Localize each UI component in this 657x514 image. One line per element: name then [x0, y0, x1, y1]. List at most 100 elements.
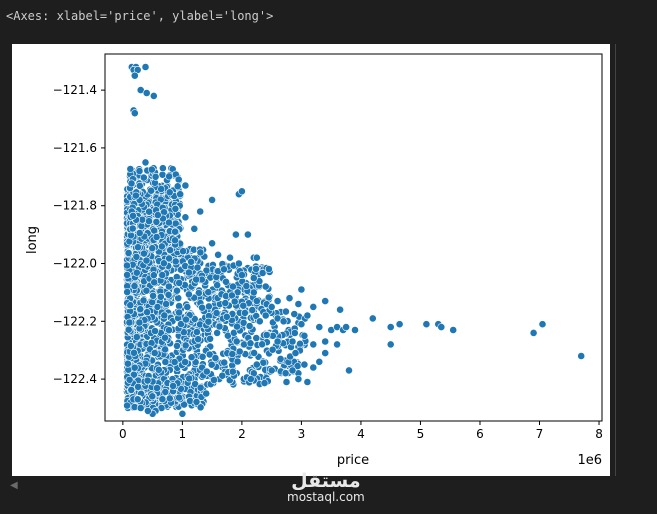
scatter-point [156, 292, 165, 301]
scatter-point [186, 396, 194, 405]
scatter-point [181, 358, 189, 366]
scatter-point [252, 253, 261, 262]
x-axis-label: price [337, 453, 369, 468]
scatter-point [342, 323, 350, 331]
scatter-point [282, 378, 291, 386]
scatter-point [173, 286, 181, 295]
scatter-point [233, 322, 241, 331]
scatter-point [139, 173, 148, 182]
scatter-point [192, 397, 201, 406]
scatter-point [220, 265, 228, 274]
scatter-point [154, 365, 163, 374]
scatter-point [164, 290, 173, 299]
scatter-point [123, 288, 132, 296]
scatter-point [165, 172, 173, 181]
scatter-point [303, 311, 312, 320]
scatter-point [221, 299, 230, 307]
scatter-point [175, 278, 184, 287]
x-tick-label: 8 [595, 427, 603, 441]
scatter-point [133, 395, 142, 404]
scatter-point [190, 224, 199, 233]
scatter-point [233, 357, 242, 366]
scatter-point [252, 360, 261, 369]
scatter-point [228, 350, 237, 358]
scatter-point [204, 288, 213, 297]
scatter-point [135, 167, 144, 175]
scatter-point [139, 296, 148, 305]
scatter-point [161, 358, 170, 366]
scatter-point [198, 352, 207, 361]
scatter-point [148, 392, 157, 401]
scatter-point [291, 349, 300, 357]
scatter-point [165, 254, 173, 263]
scatter-point [142, 256, 151, 265]
plot-frame [104, 53, 603, 422]
scatter-point [210, 376, 218, 384]
scatter-point [321, 297, 330, 305]
scatter-point [296, 339, 304, 348]
scatter-point [246, 339, 255, 348]
scatter-point [204, 317, 213, 326]
scatter-point [161, 333, 169, 342]
scatter-point [207, 360, 216, 369]
y-tick-label: −121.6 [53, 141, 97, 155]
scatter-point [123, 261, 131, 270]
y-tick-label: −121.4 [53, 83, 97, 97]
scatter-point [249, 288, 258, 297]
x-tick-label: 1 [179, 427, 187, 441]
scatter-point [165, 394, 174, 403]
x-tick-label: 0 [119, 427, 127, 441]
scatter-point [181, 341, 190, 350]
scatter-point [279, 317, 288, 326]
scatter-point [262, 331, 271, 339]
scatter-point [268, 345, 277, 354]
scatter-point [228, 367, 237, 376]
scatter-point [449, 326, 458, 334]
scatter-point [249, 274, 258, 282]
scatter-point [222, 312, 231, 321]
scatter-point [164, 282, 173, 291]
scatter-point [226, 253, 234, 262]
scatter-point [303, 378, 312, 386]
scatter-point [171, 257, 180, 266]
scatter-point [437, 323, 446, 331]
scatter-point [181, 181, 190, 190]
x-tick-label: 2 [238, 427, 246, 441]
scatter-point [125, 318, 134, 327]
scatter-point [267, 366, 276, 375]
scatter-point [264, 265, 273, 273]
scatter-point [130, 363, 139, 372]
scatter-point [297, 285, 306, 294]
scatter-point [239, 301, 248, 310]
scatter-point [128, 224, 137, 233]
scatter-point [125, 375, 134, 384]
scatter-point [159, 259, 168, 268]
scatter-point [345, 366, 353, 375]
scatter-point [182, 315, 190, 324]
watermark-logo: مستقل mostaql.com [287, 470, 365, 505]
y-tick-label: −122.2 [53, 314, 97, 328]
scroll-left-icon[interactable]: ◀ [10, 480, 18, 491]
scatter-point [220, 358, 229, 367]
scatter-points [123, 63, 586, 418]
x-tick-label: 7 [536, 427, 544, 441]
scatter-point [222, 277, 230, 286]
scatter-point [255, 317, 264, 326]
x-tick-label: 5 [417, 427, 425, 441]
y-tick-label: −121.8 [53, 199, 97, 213]
scatter-point [202, 266, 211, 275]
scatter-point [150, 278, 159, 287]
scatter-point [198, 303, 206, 312]
scatter-point [175, 393, 183, 402]
scatter-point [176, 190, 185, 199]
scatter-point [212, 309, 221, 317]
scatter-point [165, 326, 173, 335]
scatter-point [162, 300, 170, 308]
scatter-point [208, 195, 216, 204]
scatter-point [142, 286, 151, 295]
scatter-point [315, 357, 324, 366]
scatter-point [180, 400, 188, 409]
scatter-point [137, 222, 146, 230]
scatter-point [250, 348, 258, 357]
scatter-point [126, 165, 135, 173]
